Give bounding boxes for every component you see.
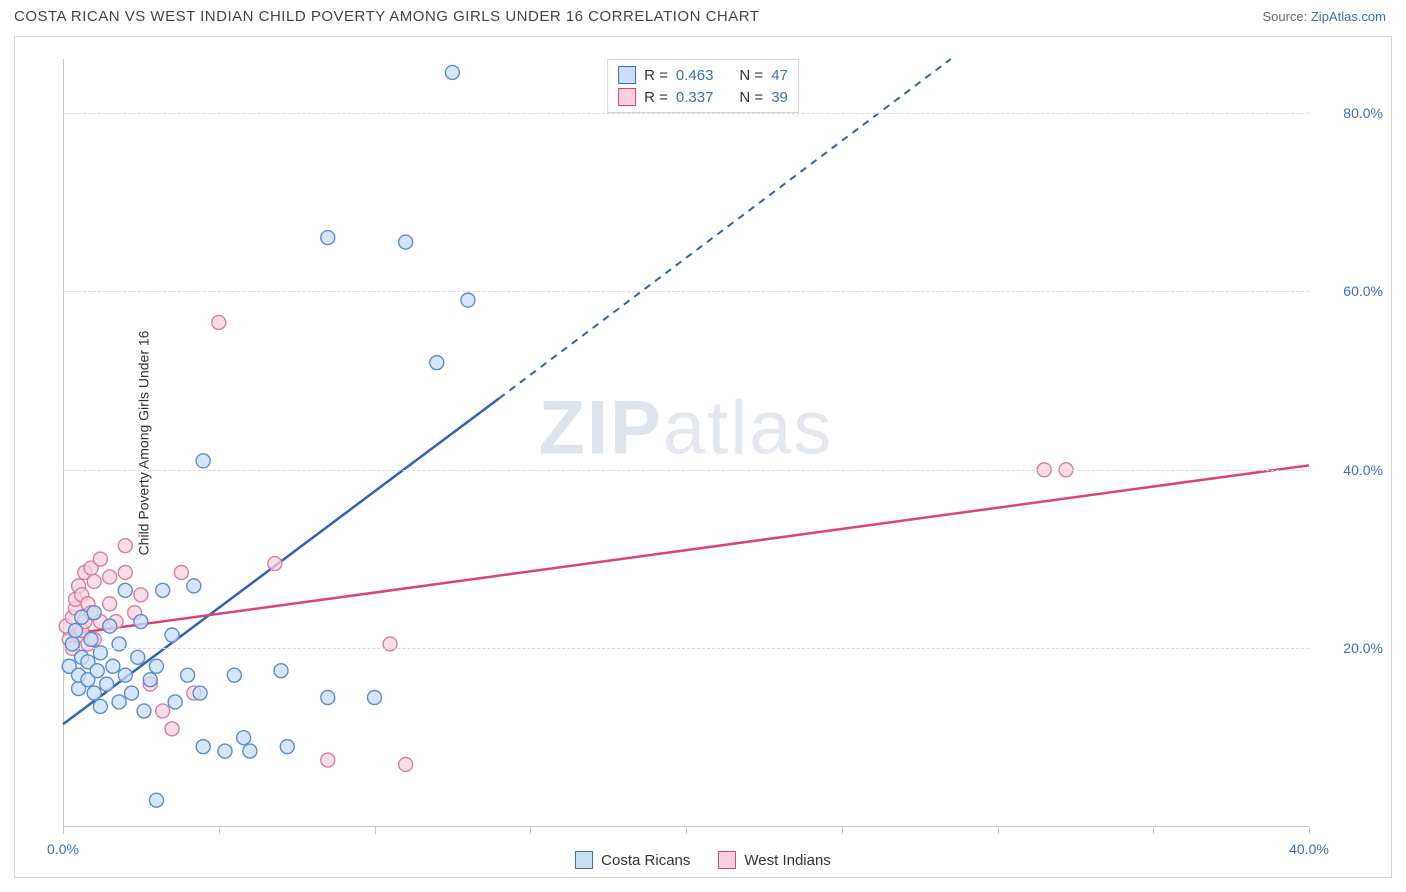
scatter-point-pink (103, 570, 117, 584)
legend-item-pink: West Indians (718, 851, 830, 869)
x-tick (842, 827, 843, 834)
legend-label: West Indians (744, 852, 830, 869)
stat-value-n: 47 (771, 67, 788, 84)
scatter-point-pink (268, 557, 282, 571)
scatter-point-pink (321, 753, 335, 767)
scatter-point-blue (118, 668, 132, 682)
y-tick-label: 80.0% (1343, 105, 1383, 121)
scatter-point-blue (134, 615, 148, 629)
x-tick (1153, 827, 1154, 834)
gridline (63, 470, 1309, 471)
scatter-point-blue (321, 691, 335, 705)
scatter-point-pink (165, 722, 179, 736)
scatter-point-blue (445, 65, 459, 79)
gridline (63, 291, 1309, 292)
scatter-point-blue (237, 731, 251, 745)
scatter-point-blue (218, 744, 232, 758)
plot-area: Child Poverty Among Girls Under 16 ZIPat… (63, 59, 1309, 827)
x-tick (63, 827, 64, 834)
legend-label: Costa Ricans (601, 852, 690, 869)
y-tick-label: 20.0% (1343, 640, 1383, 656)
scatter-point-blue (118, 583, 132, 597)
scatter-point-blue (193, 686, 207, 700)
scatter-point-blue (274, 664, 288, 678)
scatter-point-blue (125, 686, 139, 700)
chart-title: COSTA RICAN VS WEST INDIAN CHILD POVERTY… (14, 8, 759, 25)
legend-item-blue: Costa Ricans (575, 851, 690, 869)
scatter-point-pink (212, 315, 226, 329)
scatter-point-blue (243, 744, 257, 758)
scatter-point-pink (134, 588, 148, 602)
source-prefix: Source: (1262, 9, 1310, 24)
stat-label: N = (739, 67, 763, 84)
y-tick-label: 40.0% (1343, 462, 1383, 478)
trendline-pink (63, 465, 1309, 635)
source-link[interactable]: ZipAtlas.com (1311, 9, 1386, 24)
x-tick (1309, 827, 1310, 834)
scatter-point-pink (87, 574, 101, 588)
scatter-point-blue (187, 579, 201, 593)
scatter-point-blue (90, 664, 104, 678)
stats-row-blue: R = 0.463 N = 47 (618, 64, 788, 86)
stat-label: R = (644, 67, 668, 84)
swatch-pink-icon (618, 88, 636, 106)
scatter-point-pink (399, 757, 413, 771)
scatter-point-blue (68, 624, 82, 638)
stats-legend-box: R = 0.463 N = 47 R = 0.337 N = 39 (607, 59, 799, 113)
scatter-point-blue (143, 673, 157, 687)
scatter-point-blue (196, 740, 210, 754)
scatter-point-blue (149, 793, 163, 807)
scatter-point-blue (103, 619, 117, 633)
scatter-point-blue (399, 235, 413, 249)
scatter-point-blue (165, 628, 179, 642)
scatter-point-pink (118, 539, 132, 553)
scatter-point-blue (93, 699, 107, 713)
swatch-blue-icon (618, 66, 636, 84)
scatter-point-blue (321, 231, 335, 245)
swatch-pink-icon (718, 851, 736, 869)
scatter-point-pink (103, 597, 117, 611)
scatter-point-blue (112, 695, 126, 709)
x-tick (998, 827, 999, 834)
source-attribution: Source: ZipAtlas.com (1262, 9, 1386, 24)
gridline (63, 648, 1309, 649)
scatter-point-blue (156, 583, 170, 597)
scatter-point-blue (131, 650, 145, 664)
x-tick (686, 827, 687, 834)
scatter-svg (63, 59, 1309, 827)
stat-value-r: 0.463 (676, 67, 714, 84)
scatter-point-pink (93, 552, 107, 566)
stat-value-r: 0.337 (676, 89, 714, 106)
scatter-point-blue (137, 704, 151, 718)
scatter-point-blue (227, 668, 241, 682)
scatter-point-blue (368, 691, 382, 705)
chart-header: COSTA RICAN VS WEST INDIAN CHILD POVERTY… (0, 0, 1406, 29)
x-tick (375, 827, 376, 834)
stat-value-n: 39 (771, 89, 788, 106)
stat-label: R = (644, 89, 668, 106)
scatter-point-blue (87, 686, 101, 700)
scatter-point-blue (168, 695, 182, 709)
scatter-point-blue (430, 356, 444, 370)
x-tick (530, 827, 531, 834)
stats-row-pink: R = 0.337 N = 39 (618, 86, 788, 108)
scatter-point-blue (84, 632, 98, 646)
stat-label: N = (739, 89, 763, 106)
scatter-point-pink (118, 565, 132, 579)
y-tick-label: 60.0% (1343, 283, 1383, 299)
scatter-point-blue (461, 293, 475, 307)
series-legend: Costa Ricans West Indians (15, 851, 1391, 869)
x-tick (219, 827, 220, 834)
scatter-point-blue (87, 606, 101, 620)
scatter-point-blue (196, 454, 210, 468)
scatter-point-pink (156, 704, 170, 718)
scatter-point-blue (280, 740, 294, 754)
chart-container: Child Poverty Among Girls Under 16 ZIPat… (14, 36, 1392, 878)
scatter-point-blue (149, 659, 163, 673)
scatter-point-pink (174, 565, 188, 579)
scatter-point-blue (100, 677, 114, 691)
swatch-blue-icon (575, 851, 593, 869)
scatter-point-blue (106, 659, 120, 673)
scatter-point-blue (181, 668, 195, 682)
